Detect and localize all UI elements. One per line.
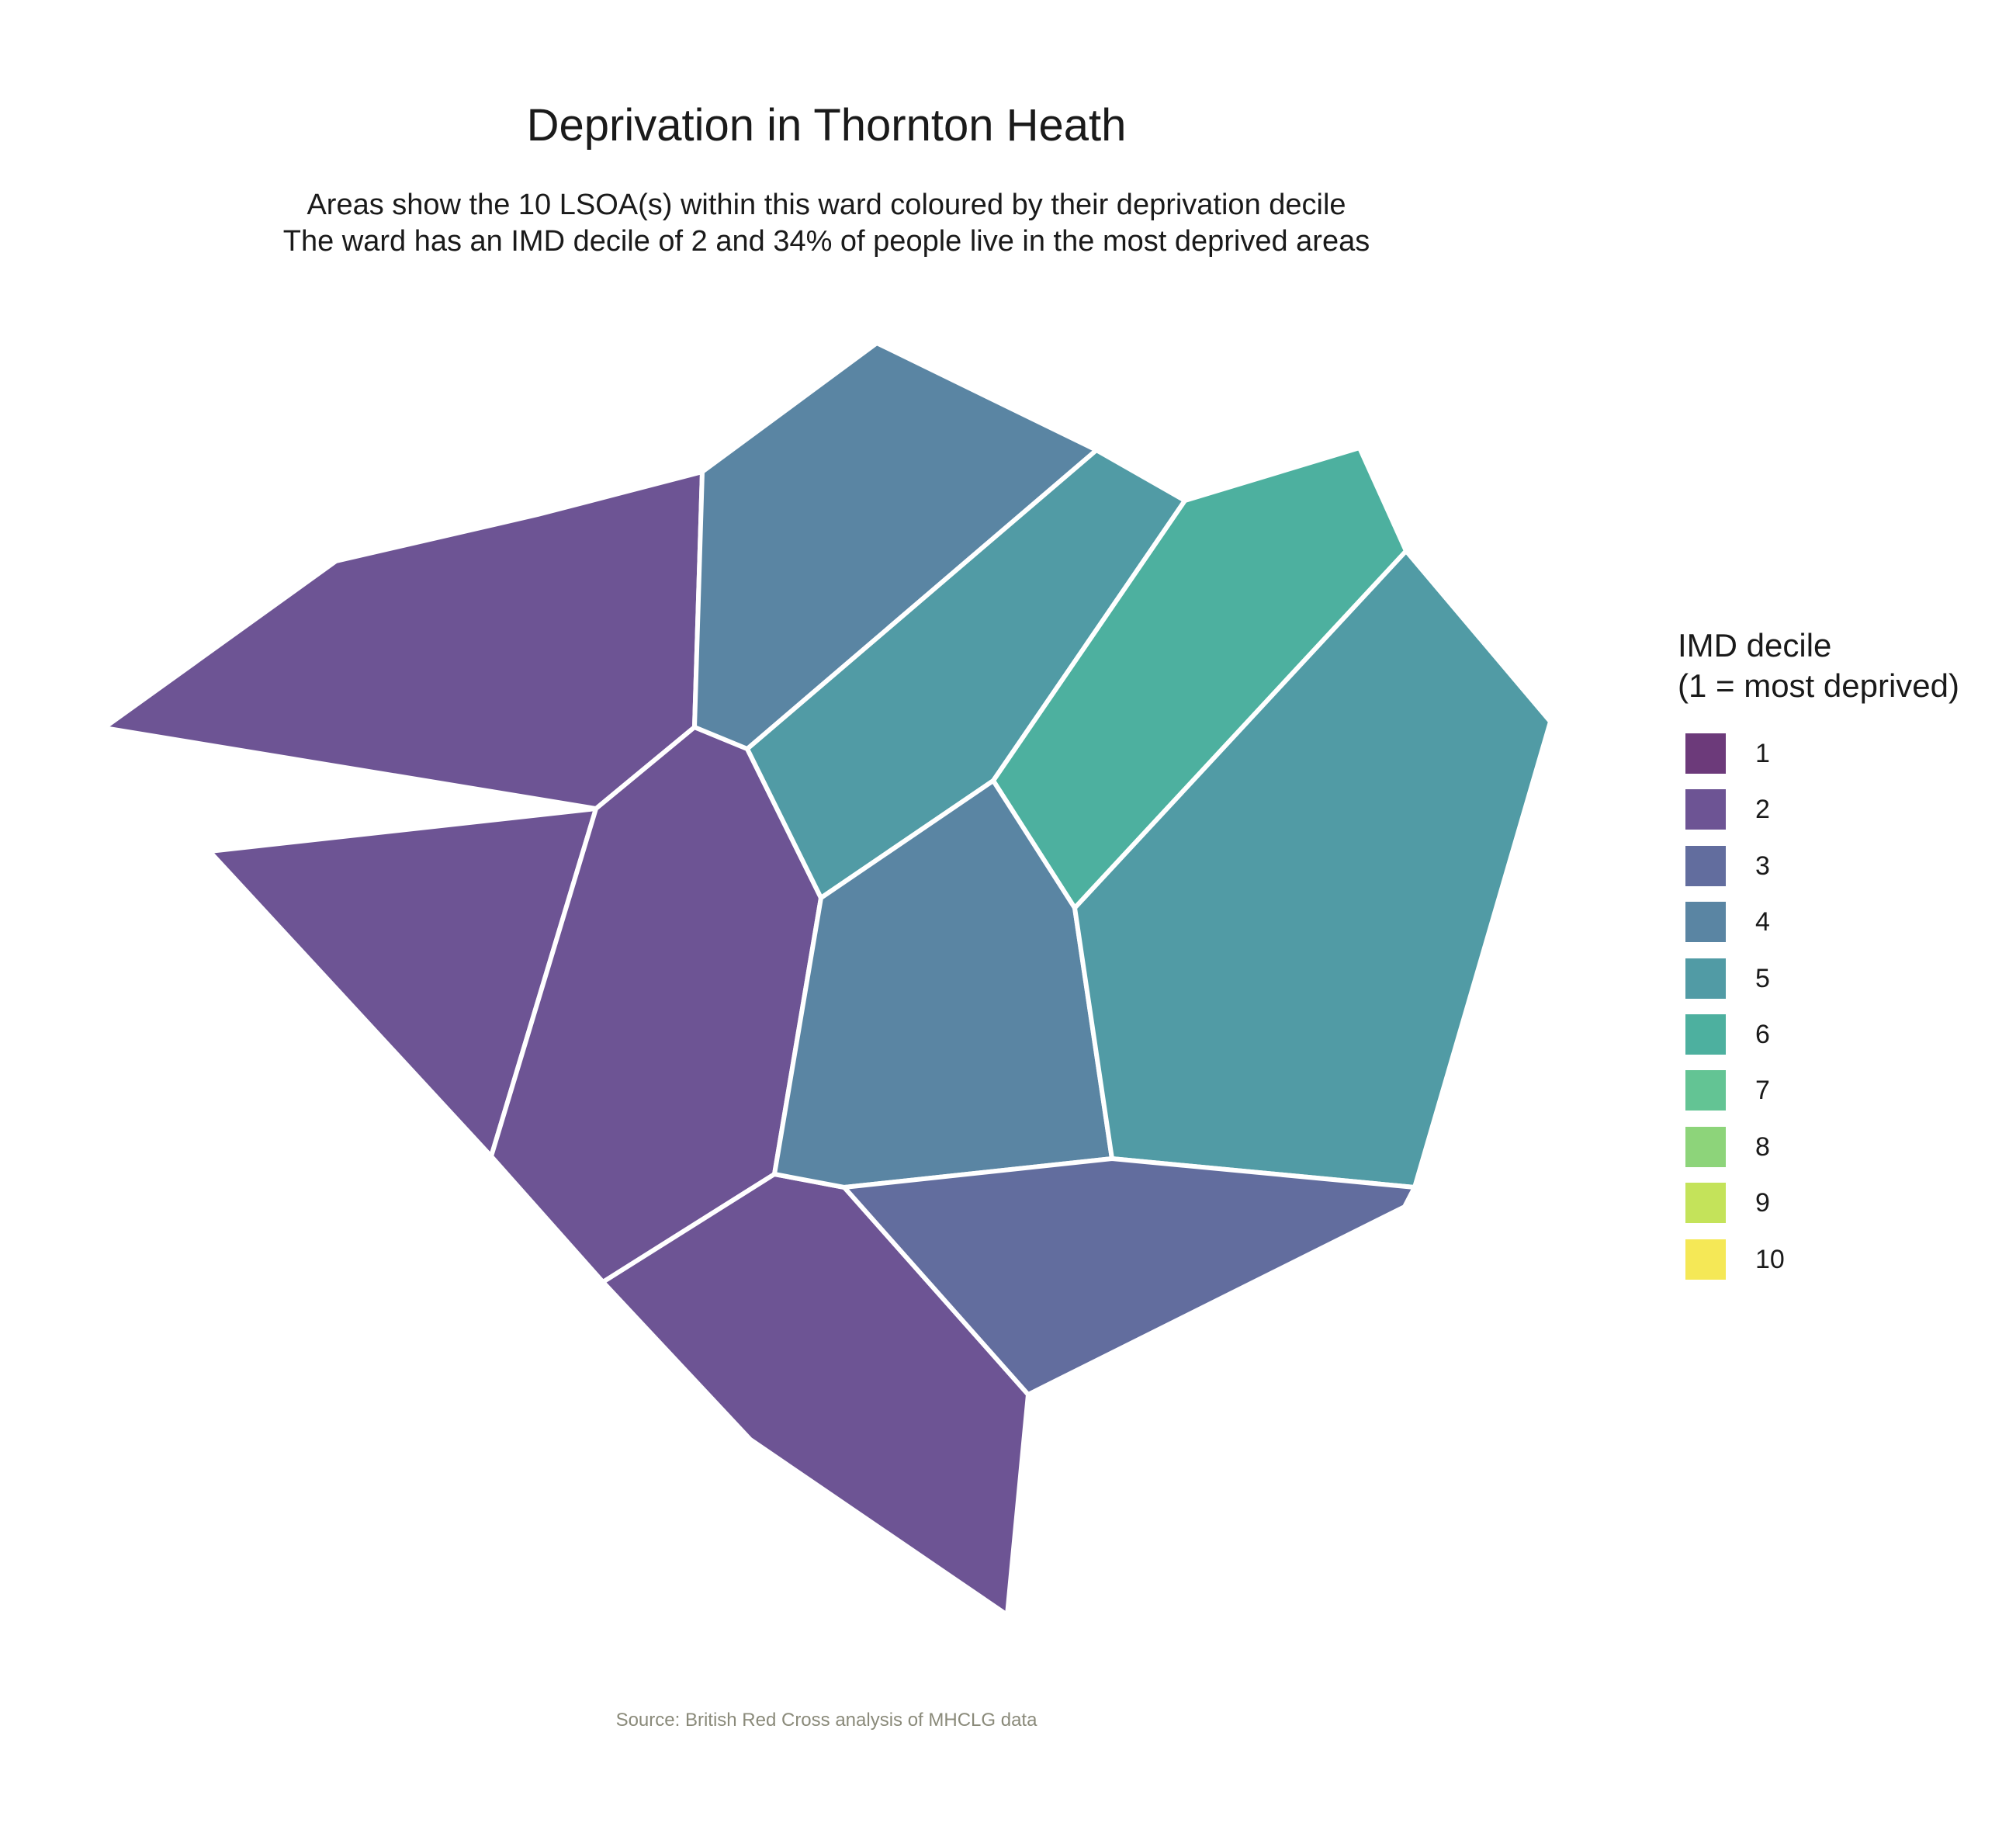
- chart-subtitle-line-2: The ward has an IMD decile of 2 and 34% …: [282, 225, 1370, 258]
- legend-swatch-5: [1685, 958, 1726, 999]
- legend-item-4: 4: [1685, 902, 1785, 958]
- legend-label-8: 8: [1755, 1131, 1770, 1162]
- legend-swatch-6: [1685, 1014, 1726, 1055]
- chart-subtitle-line-1: Areas show the 10 LSOA(s) within this wa…: [307, 189, 1346, 221]
- chart-title: Deprivation in Thornton Heath: [526, 100, 1127, 151]
- legend-item-3: 3: [1685, 845, 1785, 902]
- legend-item-10: 10: [1685, 1239, 1785, 1295]
- legend-title-line-1: IMD decile: [1678, 627, 1832, 664]
- legend-item-5: 5: [1685, 958, 1785, 1014]
- legend-swatch-1: [1685, 733, 1726, 774]
- lsoa-area-1: [102, 470, 705, 811]
- legend-item-7: 7: [1685, 1070, 1785, 1126]
- legend-label-4: 4: [1755, 907, 1770, 937]
- lsoa-area-10: [842, 1156, 1417, 1397]
- legend-swatch-2: [1685, 789, 1726, 830]
- legend-label-2: 2: [1755, 795, 1770, 825]
- legend-label-6: 6: [1755, 1019, 1770, 1049]
- legend-item-1: 1: [1685, 733, 1785, 789]
- legend-swatch-10: [1685, 1239, 1726, 1280]
- legend-swatch-8: [1685, 1126, 1726, 1167]
- legend-item-6: 6: [1685, 1014, 1785, 1070]
- legend-item-9: 9: [1685, 1183, 1785, 1239]
- legend-swatch-7: [1685, 1070, 1726, 1111]
- lsoa-area-9: [1072, 549, 1553, 1190]
- legend-item-8: 8: [1685, 1126, 1785, 1183]
- legend-label-10: 10: [1755, 1244, 1785, 1274]
- lsoa-areas: [102, 341, 1553, 1617]
- legend-item-2: 2: [1685, 789, 1785, 845]
- legend-label-1: 1: [1755, 739, 1770, 768]
- legend-label-7: 7: [1755, 1076, 1770, 1106]
- legend-swatch-3: [1685, 845, 1726, 886]
- legend-swatch-4: [1685, 902, 1726, 943]
- legend-title-line-2: (1 = most deprived): [1678, 667, 1959, 704]
- legend: 1 2 3 4 5 6 7 8 9 10: [1685, 733, 1785, 1295]
- legend-swatch-9: [1685, 1183, 1726, 1224]
- legend-label-3: 3: [1755, 851, 1770, 881]
- source-caption: Source: British Red Cross analysis of MH…: [615, 1710, 1037, 1731]
- legend-label-5: 5: [1755, 963, 1770, 993]
- legend-label-9: 9: [1755, 1188, 1770, 1218]
